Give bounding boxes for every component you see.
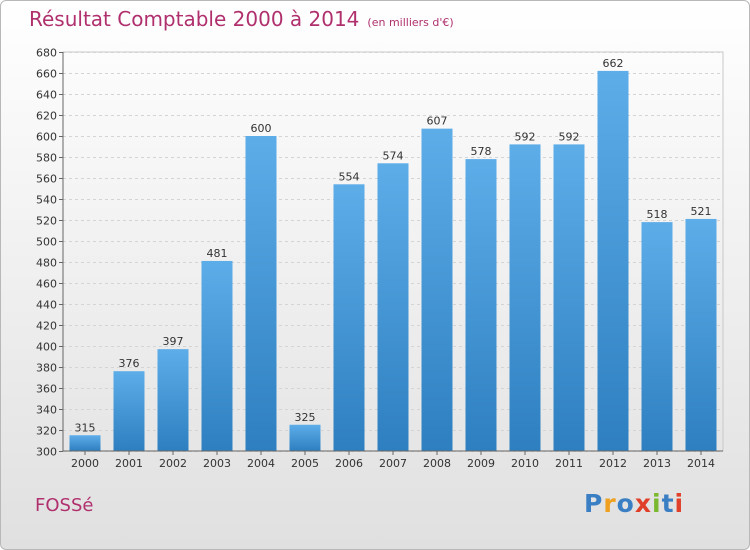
x-tick-label: 2012 [599,457,627,470]
chart-subtitle: (en milliers d'€) [367,16,454,29]
y-tick-label: 400 [36,341,57,354]
logo-letter: o [616,489,635,518]
bar-2004 [245,136,277,451]
y-tick-label: 600 [36,131,57,144]
bar-2005 [289,424,321,451]
bar-2003 [201,260,233,451]
logo-letter: i [652,489,662,518]
bar-2014 [685,218,717,451]
bar-2001 [113,371,145,451]
proxiti-logo: Proxiti [584,489,684,518]
bar-value-label: 554 [339,170,360,183]
bar-value-label: 578 [471,145,492,158]
x-tick-label: 2006 [335,457,363,470]
bar-value-label: 607 [427,115,448,128]
y-tick-label: 560 [36,173,57,186]
logo-letter: i [674,489,685,518]
bar-value-label: 521 [691,205,712,218]
bar-2011 [553,144,585,451]
y-tick-label: 440 [36,299,57,312]
y-tick-label: 540 [36,194,57,207]
x-tick-label: 2003 [203,457,231,470]
y-tick-label: 620 [36,110,57,123]
bar-value-label: 662 [603,57,624,70]
location-name: FOSSé [35,495,94,516]
y-tick-label: 380 [36,362,57,375]
bar-value-label: 600 [251,122,272,135]
y-tick-label: 420 [36,320,57,333]
x-tick-label: 2011 [555,457,583,470]
bar-value-label: 397 [163,335,184,348]
bar-value-label: 574 [383,149,404,162]
bar-2009 [465,159,497,451]
y-tick-label: 360 [36,383,57,396]
x-tick-label: 2007 [379,457,407,470]
y-tick-label: 300 [36,446,57,459]
x-tick-label: 2008 [423,457,451,470]
logo-letter: x [634,489,652,518]
y-tick-label: 640 [36,89,57,102]
y-tick-label: 460 [36,278,57,291]
x-tick-label: 2013 [643,457,671,470]
y-tick-label: 340 [36,404,57,417]
x-tick-label: 2010 [511,457,539,470]
bar-value-label: 315 [75,421,96,434]
bar-2010 [509,144,541,451]
y-tick-label: 580 [36,152,57,165]
x-tick-label: 2005 [291,457,319,470]
y-tick-label: 660 [36,68,57,81]
x-tick-label: 2002 [159,457,187,470]
x-tick-label: 2001 [115,457,143,470]
logo-letter: P [584,489,604,518]
y-tick-label: 520 [36,215,57,228]
y-tick-label: 500 [36,236,57,249]
bar-2006 [333,184,365,452]
bar-2012 [597,70,629,452]
bar-2007 [377,163,409,452]
bar-value-label: 481 [207,247,228,260]
logo-letter: t [661,489,675,518]
bar-value-label: 518 [647,208,668,221]
bar-value-label: 325 [295,411,316,424]
logo-letter: r [603,489,617,518]
y-tick-label: 680 [36,47,57,60]
bar-2008 [421,128,453,451]
title-text: Résultat Comptable 2000 à 2014 [29,7,360,31]
bar-2002 [157,349,189,451]
bar-2000 [69,435,101,451]
x-tick-label: 2009 [467,457,495,470]
bar-value-label: 376 [119,357,140,370]
x-tick-label: 2014 [687,457,715,470]
chart-title: Résultat Comptable 2000 à 2014 (en millie… [29,7,454,31]
y-tick-label: 480 [36,257,57,270]
y-tick-label: 320 [36,425,57,438]
x-tick-label: 2004 [247,457,275,470]
bar-value-label: 592 [559,130,580,143]
x-tick-label: 2000 [71,457,99,470]
bar-2013 [641,222,673,451]
bar-value-label: 592 [515,130,536,143]
